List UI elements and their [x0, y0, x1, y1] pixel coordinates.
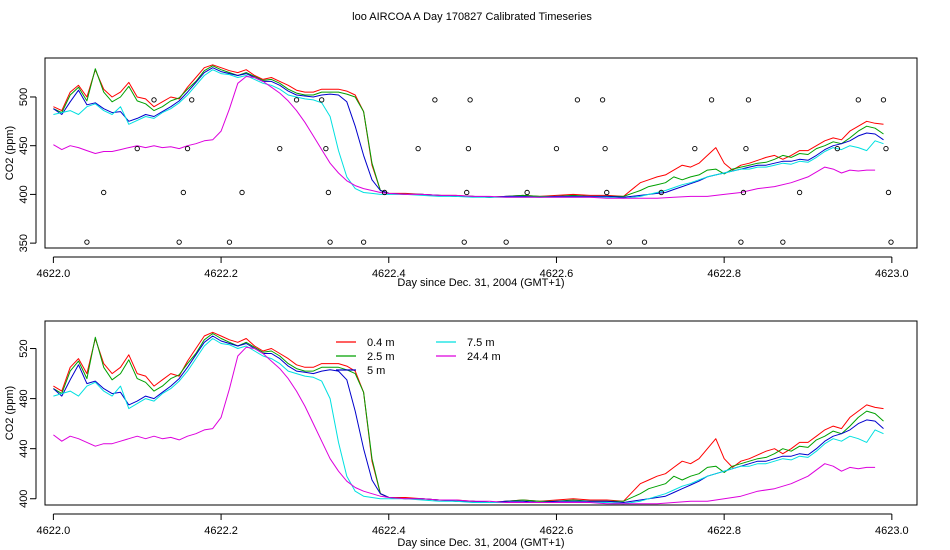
- y-tick-label: 520: [18, 339, 30, 357]
- data-point: [888, 239, 894, 245]
- data-point: [464, 189, 470, 196]
- data-point: [780, 239, 786, 245]
- x-tick-label: 4622.6: [540, 525, 574, 537]
- data-point: [184, 145, 191, 152]
- data-point: [239, 189, 245, 196]
- y-tick-label: 400: [18, 185, 30, 203]
- x-tick-label: 4623.0: [875, 525, 909, 537]
- plot-frame: [44, 57, 918, 249]
- legend-label: 24.4 m: [467, 351, 501, 363]
- x-axis-title: Day since Dec. 31, 2004 (GMT+1): [397, 277, 564, 289]
- x-tick-label: 4622.2: [204, 525, 238, 537]
- y-tick-label: 400: [18, 490, 30, 508]
- x-tick-label: 4622.6: [540, 268, 574, 280]
- series-line-5-m: [53, 67, 884, 198]
- data-point: [641, 239, 648, 245]
- x-axis-title: Day since Dec. 31, 2004 (GMT+1): [397, 537, 564, 549]
- y-axis-title: CO2 (ppm): [4, 386, 16, 440]
- y-tick-label: 500: [18, 88, 30, 106]
- data-point: [745, 97, 752, 103]
- legend-label: 2.5 m: [367, 351, 395, 363]
- data-point: [84, 239, 90, 245]
- data-point: [134, 145, 140, 152]
- panel-lines: 4622.0 4622.2 4622.4 4622.6 4622.8 4623.0 400 4…: [4, 320, 918, 549]
- data-point: [855, 97, 861, 103]
- plot-area: [53, 331, 884, 505]
- legend-label: 7.5 m: [467, 337, 495, 349]
- data-point: [465, 145, 472, 152]
- x-tick-label: 4622.8: [707, 525, 741, 537]
- legend-label: 5 m: [367, 365, 385, 377]
- data-point: [176, 239, 182, 245]
- data-point: [606, 239, 612, 245]
- series-line-2-5-m: [53, 65, 884, 198]
- data-point: [796, 189, 803, 196]
- data-point: [461, 239, 467, 245]
- data-point: [574, 97, 581, 103]
- data-point: [180, 189, 186, 196]
- data-point: [743, 145, 749, 152]
- plot-area: [53, 64, 894, 245]
- data-point: [327, 239, 333, 245]
- x-tick-label: 4622.2: [204, 268, 238, 280]
- y-tick-label: 480: [18, 389, 30, 407]
- y-axis-title: CO2 (ppm): [4, 126, 16, 180]
- data-point: [885, 189, 892, 196]
- x-tick-label: 4622.0: [37, 525, 71, 537]
- y-tick-label: 440: [18, 439, 30, 457]
- data-point: [692, 145, 698, 152]
- data-point: [599, 97, 606, 103]
- data-point: [503, 239, 509, 245]
- data-point: [415, 145, 421, 152]
- series-line-7-5-m: [53, 69, 884, 199]
- series-line-0-4-m: [53, 64, 884, 198]
- plot-frame: [44, 320, 918, 506]
- data-point: [740, 189, 747, 196]
- data-point: [432, 97, 438, 103]
- data-point: [101, 189, 107, 196]
- series-line-24-4-m: [53, 76, 876, 199]
- data-point: [658, 189, 664, 196]
- data-point: [834, 145, 840, 152]
- data-point: [319, 97, 325, 103]
- data-point: [604, 189, 610, 196]
- y-tick-label: 350: [18, 234, 30, 252]
- x-tick-label: 4622.4: [372, 525, 406, 537]
- data-point: [151, 97, 157, 103]
- data-point: [738, 239, 744, 245]
- data-point: [880, 97, 887, 103]
- data-point: [883, 145, 889, 152]
- x-tick-label: 4622.4: [372, 268, 406, 280]
- chart-title: loo AIRCOA A Day 170827 Calibrated Times…: [352, 11, 592, 23]
- data-point: [467, 97, 473, 103]
- data-point: [524, 189, 530, 196]
- series-line-24-4-m: [53, 346, 876, 505]
- data-point: [381, 189, 388, 196]
- data-point: [553, 145, 560, 152]
- x-tick-label: 4623.0: [875, 268, 909, 280]
- panel-scatter: 4622.0 4622.2 4622.4 4622.6 4622.8 4623.0 350 4…: [4, 57, 918, 289]
- data-point: [277, 145, 283, 152]
- data-point: [602, 145, 608, 152]
- x-tick-label: 4622.8: [707, 268, 741, 280]
- series-line-7-5-m: [53, 338, 884, 505]
- x-tick-label: 4622.0: [37, 268, 71, 280]
- data-point: [708, 97, 715, 103]
- data-point: [189, 97, 195, 103]
- legend-label: 0.4 m: [367, 337, 395, 349]
- data-point: [293, 97, 300, 103]
- legend: 0.4 m 2.5 m 5 m 7.5 m 24.4 m: [336, 337, 501, 377]
- data-point: [325, 189, 332, 196]
- data-point: [226, 239, 233, 245]
- data-point: [323, 145, 329, 152]
- y-tick-label: 450: [18, 137, 30, 155]
- data-point: [360, 239, 367, 245]
